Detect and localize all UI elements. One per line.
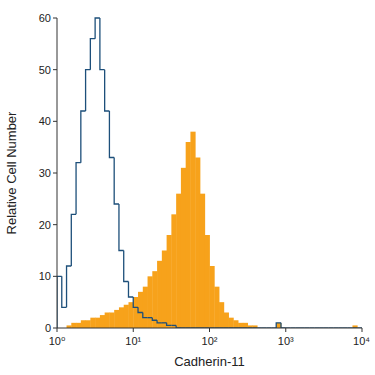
histogram-bar	[90, 318, 95, 328]
histogram-bar	[152, 271, 157, 328]
chart: 0 10 20 30 40 50 60 10⁰ 10¹ 10² 10³ 10⁴ Cadherin-11 R…	[0, 0, 375, 375]
x-tick	[209, 328, 210, 332]
plot-area	[57, 18, 362, 328]
histogram-bar	[233, 320, 238, 328]
y-tick	[53, 121, 57, 122]
histogram-bar	[210, 266, 215, 328]
step-segment	[76, 163, 81, 215]
step-segment	[57, 276, 62, 328]
step-segment	[171, 325, 176, 326]
x-tick-label: 10³	[278, 335, 294, 347]
histogram-bar	[200, 194, 205, 328]
step-segment	[133, 297, 138, 307]
histogram-bar	[176, 194, 181, 328]
step-segment	[152, 318, 157, 321]
histogram-bar	[162, 251, 167, 329]
step-segment	[100, 18, 105, 70]
x-axis-label: Cadherin-11	[174, 354, 245, 369]
y-tick	[53, 69, 57, 70]
histogram-bar	[181, 168, 186, 328]
histogram-bar	[190, 132, 195, 328]
step-segment	[86, 70, 91, 111]
histogram-bar	[186, 142, 191, 328]
y-tick-label: 60	[39, 12, 51, 24]
y-tick	[53, 18, 57, 19]
histogram-bar	[105, 313, 110, 329]
x-tick	[362, 328, 363, 332]
y-tick	[53, 173, 57, 174]
histogram-bar	[195, 158, 200, 329]
step-segment	[138, 307, 143, 312]
step-segment	[276, 323, 281, 328]
step-segment	[148, 317, 153, 318]
y-tick-label: 40	[39, 115, 51, 127]
histogram-bar	[219, 302, 224, 328]
step-segment	[143, 313, 148, 318]
x-tick-label: 10⁴	[353, 335, 370, 347]
histogram-bar	[76, 323, 81, 328]
y-axis-label: Relative Cell Number	[4, 111, 19, 234]
histogram-bar	[243, 323, 248, 328]
histogram-bar	[143, 287, 148, 328]
histogram-bar	[171, 214, 176, 328]
y-tick-label: 20	[39, 219, 51, 231]
step-segment	[157, 320, 162, 323]
step-segment	[62, 276, 67, 307]
y-tick	[53, 328, 57, 329]
histogram-bar	[214, 287, 219, 328]
y-tick-label: 30	[39, 167, 51, 179]
histogram-bar	[167, 235, 172, 328]
y-tick-label: 50	[39, 64, 51, 76]
step-segment	[119, 204, 124, 251]
x-tick-label: 10⁰	[49, 335, 66, 347]
step-segment	[281, 323, 286, 328]
histogram-bar	[86, 320, 91, 328]
x-tick-label: 10²	[202, 335, 218, 347]
step-segment	[105, 70, 110, 111]
histogram-bar	[81, 320, 86, 328]
step-segment	[71, 214, 76, 266]
y-tick	[53, 224, 57, 225]
step-segment	[81, 111, 86, 163]
step-segment	[95, 18, 100, 39]
x-tick	[133, 328, 134, 332]
histogram-bar	[238, 323, 243, 328]
histogram-bar	[205, 235, 210, 328]
step-segment	[109, 111, 114, 158]
y-tick-label: 0	[45, 322, 51, 334]
step-segment	[128, 282, 133, 298]
histogram-bar	[114, 310, 119, 328]
histogram-bar	[157, 261, 162, 328]
histogram-bar	[224, 313, 229, 329]
step-segment	[167, 323, 172, 326]
step-segment	[67, 266, 72, 307]
y-tick-label: 10	[39, 270, 51, 282]
histogram-bar	[119, 307, 124, 328]
histogram-bar	[95, 318, 100, 328]
histogram-bar	[124, 305, 129, 328]
histogram-bar	[100, 315, 105, 328]
step-segment	[162, 322, 167, 323]
x-tick	[285, 328, 286, 332]
step-segment	[124, 251, 129, 282]
x-tick	[57, 328, 58, 332]
x-tick-label: 10¹	[125, 335, 141, 347]
y-tick	[53, 276, 57, 277]
step-segment	[114, 158, 119, 205]
step-segment	[90, 39, 95, 70]
histogram-bar	[109, 313, 114, 329]
histogram-bar	[138, 292, 143, 328]
histogram-bar	[229, 318, 234, 328]
histogram-bar	[71, 323, 76, 328]
